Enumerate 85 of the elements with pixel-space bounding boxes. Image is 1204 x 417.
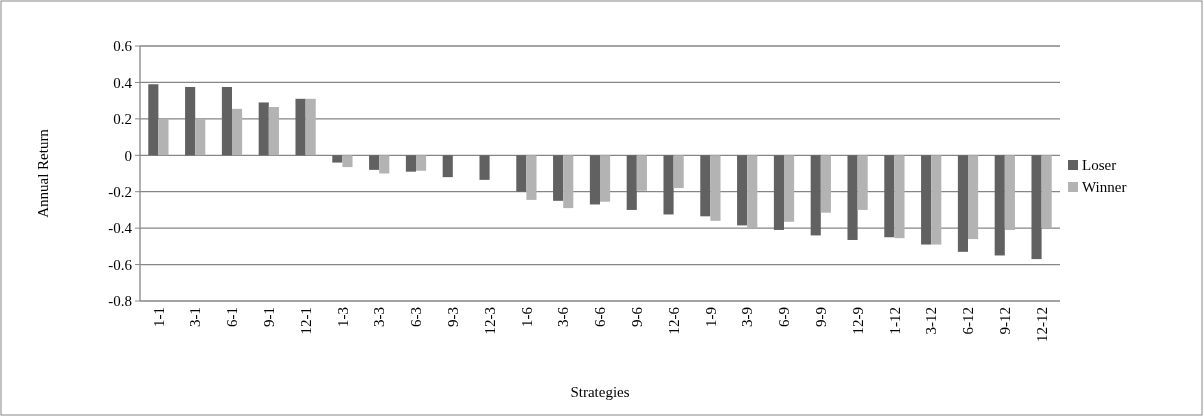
x-tick-label: 3-6 <box>555 306 572 327</box>
x-tick-label: 12-12 <box>1033 307 1050 342</box>
bar <box>700 155 711 217</box>
y-tick-label: -0.4 <box>108 220 133 237</box>
x-tick-label: 9-1 <box>261 307 278 327</box>
bar <box>526 155 537 200</box>
bar <box>820 155 831 213</box>
x-tick-label: 1-3 <box>334 307 351 327</box>
bar <box>857 155 868 210</box>
legend-label: Loser <box>1082 157 1117 174</box>
bar <box>369 155 380 170</box>
x-tick-label: 6-3 <box>408 307 425 327</box>
bar <box>405 155 416 172</box>
x-tick-label: 1-6 <box>518 306 535 327</box>
bar <box>553 155 564 201</box>
bar <box>957 155 968 252</box>
bar <box>185 86 196 156</box>
bar <box>773 155 784 230</box>
bar <box>148 84 159 156</box>
x-tick-label: 3-3 <box>371 307 388 327</box>
y-tick-label: -0.8 <box>108 293 132 310</box>
bar <box>636 155 647 191</box>
bar <box>994 155 1005 256</box>
bar <box>600 155 611 202</box>
bar <box>516 155 527 192</box>
x-tick-label: 12-6 <box>665 306 682 335</box>
x-tick-label: 6-6 <box>592 306 609 327</box>
y-tick-label: 0 <box>124 147 132 164</box>
bar <box>710 155 721 221</box>
bar <box>442 155 453 178</box>
bar <box>626 155 637 210</box>
bar <box>379 155 390 174</box>
y-tick-label: -0.2 <box>108 183 132 200</box>
bar <box>268 107 279 156</box>
x-tick-label: 3-1 <box>187 307 204 327</box>
bar <box>342 155 353 168</box>
bar <box>258 102 269 156</box>
x-axis-title: Strategies <box>570 384 630 400</box>
bar <box>747 155 758 229</box>
bar <box>847 155 858 240</box>
x-tick-label: 6-9 <box>776 307 793 327</box>
x-tick-label: 9-9 <box>813 307 830 327</box>
x-tick-label: 9-12 <box>997 307 1014 335</box>
bar <box>158 118 169 156</box>
bar <box>416 155 427 171</box>
bar <box>1004 155 1015 230</box>
y-tick-label: 0.6 <box>113 38 133 55</box>
x-tick-label: 6-1 <box>224 307 241 327</box>
bar <box>894 155 905 239</box>
bar <box>232 108 243 156</box>
y-axis-title: Annual Return <box>35 128 51 218</box>
bar <box>921 155 932 245</box>
y-tick-label: 0.4 <box>113 74 133 91</box>
bar <box>1031 155 1042 260</box>
x-tick-label: 1-12 <box>886 307 903 335</box>
x-tick-label: 12-9 <box>849 307 866 335</box>
bar <box>295 98 306 156</box>
x-tick-label: 6-12 <box>960 307 977 335</box>
bar <box>195 118 206 156</box>
x-tick-label: 12-1 <box>297 307 314 335</box>
bar <box>221 86 232 156</box>
bar <box>884 155 895 238</box>
bar <box>1041 155 1052 229</box>
y-tick-label: -0.6 <box>108 256 133 273</box>
bar <box>784 155 795 222</box>
bar <box>737 155 748 226</box>
bar <box>663 155 674 215</box>
bar <box>673 155 684 189</box>
x-tick-label: 3-9 <box>739 307 756 327</box>
legend-label: Winner <box>1082 179 1127 196</box>
x-tick-label: 3-12 <box>923 307 940 335</box>
bar <box>479 155 490 180</box>
bar <box>931 155 942 245</box>
x-tick-label: 9-6 <box>629 306 646 327</box>
bar <box>332 155 343 163</box>
bar <box>810 155 821 236</box>
x-tick-label: 1-1 <box>150 307 167 327</box>
x-tick-label: 9-3 <box>445 307 462 327</box>
y-tick-label: 0.2 <box>113 111 132 128</box>
bar <box>563 155 574 209</box>
x-tick-label: 12-3 <box>481 307 498 335</box>
bar <box>589 155 600 205</box>
x-tick-label: 1-9 <box>702 307 719 327</box>
bar <box>968 155 979 240</box>
bar <box>305 98 316 156</box>
